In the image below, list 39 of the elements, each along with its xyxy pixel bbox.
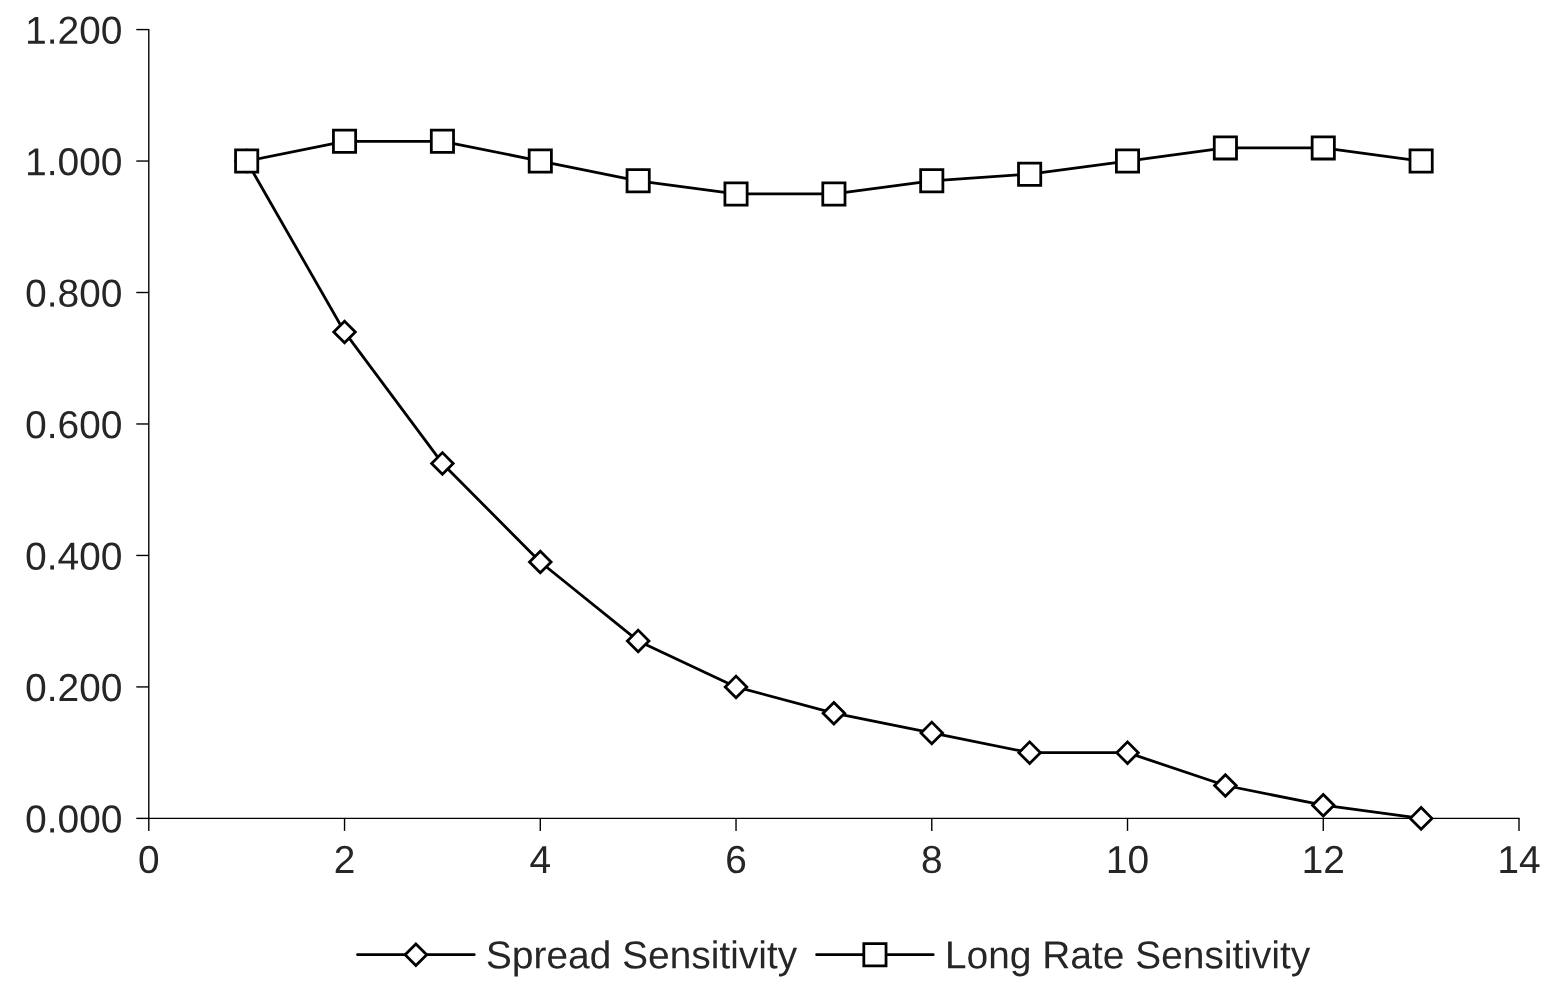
point xyxy=(1115,740,1140,765)
point xyxy=(528,549,553,575)
y-tick-label: 0.600 xyxy=(26,410,121,439)
legend-label: Spread Sensitivity xyxy=(487,940,798,977)
x-tick-label: 2 xyxy=(335,845,354,873)
x-tick-label: 14 xyxy=(1500,846,1540,873)
y-tick-label: 0.000 xyxy=(26,805,121,833)
point xyxy=(527,148,553,174)
point xyxy=(1311,793,1336,818)
point xyxy=(1017,161,1043,187)
y-tick-label: 1.200 xyxy=(28,16,121,45)
y-tick-label: 1.000 xyxy=(28,147,121,176)
point xyxy=(919,720,944,746)
point xyxy=(1213,773,1238,798)
point xyxy=(625,168,651,194)
point xyxy=(821,181,847,207)
y-tick-label: 0.200 xyxy=(26,673,121,702)
point xyxy=(1408,148,1434,174)
x-tick-label: 4 xyxy=(530,846,550,873)
point xyxy=(919,168,945,194)
point xyxy=(1408,806,1434,831)
point xyxy=(1310,135,1336,161)
point xyxy=(821,701,847,726)
point xyxy=(1212,135,1238,161)
point xyxy=(332,128,358,154)
y-tick-label: 0.400 xyxy=(26,542,121,570)
x-tick-label: 8 xyxy=(922,845,941,874)
y-tick-label: 0.800 xyxy=(26,279,121,307)
x-tick-label: 6 xyxy=(727,845,746,874)
point xyxy=(429,128,455,154)
legend-label: Long Rate Sensitivity xyxy=(948,940,1311,977)
point xyxy=(1115,148,1141,174)
x-tick-label: 0 xyxy=(139,845,159,874)
x-tick-label: 12 xyxy=(1304,845,1343,873)
point xyxy=(625,628,651,654)
point xyxy=(234,148,260,174)
point xyxy=(723,181,749,207)
point xyxy=(332,319,357,345)
x-tick-label: 10 xyxy=(1108,845,1148,874)
